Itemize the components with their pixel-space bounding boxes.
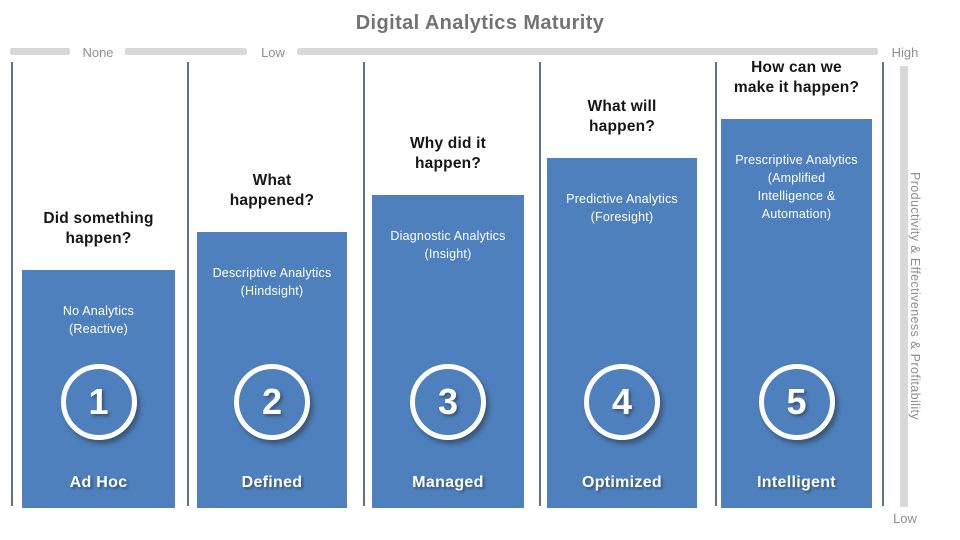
stage-name: Defined [241, 474, 303, 491]
right-axis-bar [900, 66, 908, 507]
stage-number: 2 [261, 381, 283, 422]
top-axis-bar-segment [10, 48, 70, 55]
stage-number-badge: 5 [758, 364, 835, 440]
stage-question: How can we make it happen? [733, 58, 860, 96]
stage-column-managed: Why did it happen? Diagnostic Analytics … [372, 134, 524, 508]
top-axis-label-none: None [82, 45, 114, 60]
stage-description: No Analytics (Reactive) [62, 304, 135, 337]
stage-name: Intelligent [757, 474, 836, 491]
stage-column-ad-hoc: Did something happen? No Analytics (Reac… [22, 209, 175, 508]
stage-name: Optimized [581, 474, 663, 491]
stage-bar: Diagnostic Analytics (Insight) 3 Managed [372, 195, 524, 508]
column-separator-line [187, 62, 189, 506]
stage-number: 1 [88, 381, 109, 422]
column-separator-line [715, 62, 717, 506]
top-axis-bar-segment [125, 48, 247, 55]
stage-bar: No Analytics (Reactive) 1 Ad Hoc [22, 270, 175, 508]
stage-description: Prescriptive Analytics (Amplified Intell… [735, 153, 858, 222]
stage-description: Descriptive Analytics (Hindsight) [212, 266, 332, 299]
column-separator-line [882, 62, 884, 506]
right-axis-label-low: Low [893, 511, 917, 526]
stage-description: Predictive Analytics (Foresight) [566, 192, 678, 225]
page-title: Digital Analytics Maturity [355, 12, 605, 34]
column-separator-line [363, 62, 365, 506]
stage-column-optimized: What will happen? Predictive Analytics (… [547, 97, 697, 508]
stage-bar: Prescriptive Analytics (Amplified Intell… [721, 119, 872, 508]
stage-number-badge: 3 [410, 364, 486, 440]
stage-question: Did something happen? [43, 209, 154, 247]
stage-name: Managed [412, 474, 484, 491]
stage-question: What will happen? [587, 97, 657, 135]
top-axis-label-high: High [891, 45, 919, 60]
right-axis-label: Productivity & Effectiveness & Profitabi… [908, 172, 922, 421]
stage-description: Diagnostic Analytics (Insight) [390, 229, 506, 262]
stage-number: 5 [786, 381, 807, 422]
stage-number: 4 [611, 381, 633, 422]
column-separator-line [539, 62, 541, 506]
top-axis-bar-segment [297, 48, 878, 55]
stage-name: Ad Hoc [69, 474, 128, 491]
stage-number-badge: 1 [60, 364, 137, 440]
stage-question: Why did it happen? [409, 134, 487, 172]
stage-question: What happened? [229, 171, 315, 209]
top-axis-label-low: Low [261, 45, 285, 60]
stage-column-intelligent: How can we make it happen? Prescriptive … [721, 58, 872, 508]
stage-bar: Descriptive Analytics (Hindsight) 2 Defi… [197, 232, 347, 508]
stage-number-badge: 4 [584, 364, 660, 440]
stage-number: 3 [437, 381, 459, 422]
stage-bar: Predictive Analytics (Foresight) 4 Optim… [547, 158, 697, 508]
stage-column-defined: What happened? Descriptive Analytics (Hi… [197, 171, 347, 508]
stage-number-badge: 2 [234, 364, 310, 440]
column-separator-line [11, 62, 13, 506]
